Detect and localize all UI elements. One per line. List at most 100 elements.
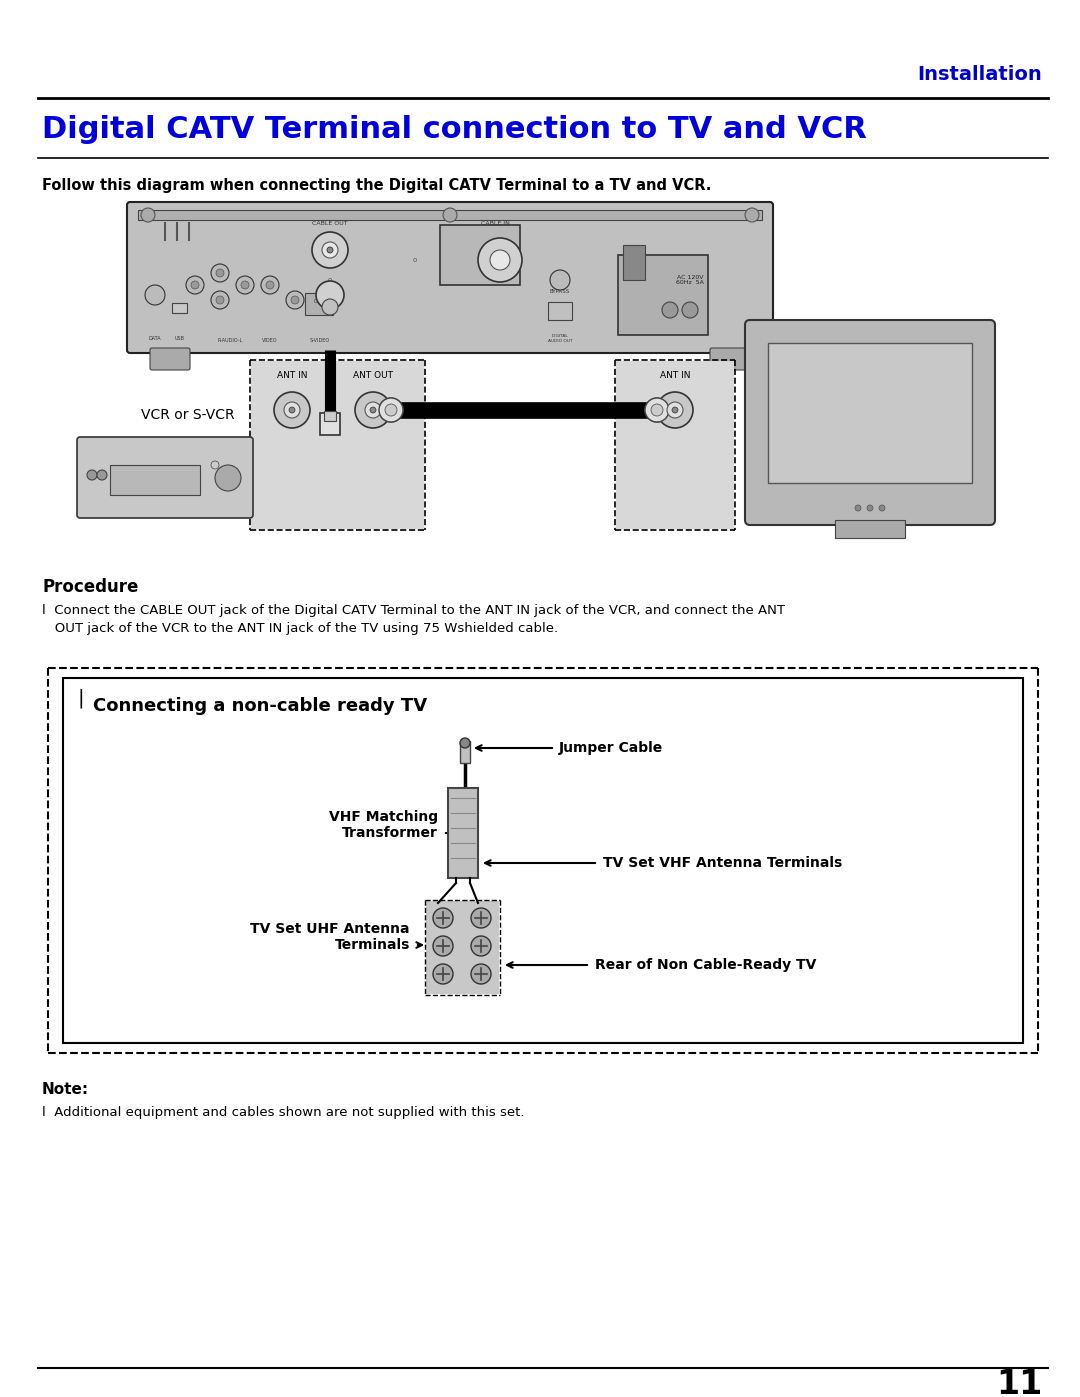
Circle shape [211, 461, 219, 469]
Bar [440, 225, 519, 285]
Text: USB: USB [175, 337, 185, 341]
Circle shape [191, 281, 199, 289]
Circle shape [241, 281, 249, 289]
Circle shape [291, 296, 299, 305]
Text: R-AUDIO-L: R-AUDIO-L [217, 338, 243, 344]
Circle shape [681, 302, 698, 319]
Circle shape [379, 398, 403, 422]
Circle shape [433, 936, 453, 956]
Circle shape [211, 291, 229, 309]
Circle shape [316, 281, 345, 309]
Circle shape [651, 404, 663, 416]
Text: BYPASS: BYPASS [550, 289, 570, 293]
Circle shape [97, 469, 107, 481]
Bar [172, 303, 187, 313]
Text: 11: 11 [996, 1369, 1042, 1397]
Text: AC 120V
60Hz  5A: AC 120V 60Hz 5A [676, 275, 704, 285]
Text: DATA: DATA [149, 337, 161, 341]
Text: VCR or S-VCR: VCR or S-VCR [141, 408, 235, 422]
Circle shape [645, 398, 669, 422]
Circle shape [87, 469, 97, 481]
Bar [460, 740, 470, 763]
Circle shape [284, 402, 300, 418]
Circle shape [745, 208, 759, 222]
FancyBboxPatch shape [745, 320, 995, 525]
Text: Jumper Cable: Jumper Cable [559, 740, 663, 754]
Circle shape [384, 404, 397, 416]
Bar [426, 901, 499, 995]
Circle shape [327, 247, 333, 253]
Text: OUT2: OUT2 [319, 286, 332, 291]
Text: VHF Matching
Transformer: VHF Matching Transformer [329, 810, 438, 840]
Circle shape [443, 208, 457, 222]
Text: ANT IN: ANT IN [660, 370, 690, 380]
Bar [448, 788, 478, 877]
Circle shape [384, 404, 397, 416]
Circle shape [286, 291, 303, 309]
Circle shape [145, 285, 165, 305]
Bar [110, 465, 200, 495]
Circle shape [433, 908, 453, 928]
Text: o: o [328, 277, 333, 284]
Bar [623, 244, 645, 279]
Text: TV Set UHF Antenna
Terminals: TV Set UHF Antenna Terminals [251, 922, 410, 953]
Circle shape [365, 402, 381, 418]
Text: Connecting a non-cable ready TV: Connecting a non-cable ready TV [93, 697, 427, 715]
Circle shape [855, 504, 861, 511]
Circle shape [460, 738, 470, 747]
Circle shape [237, 277, 254, 293]
Bar [320, 414, 340, 434]
Circle shape [216, 296, 224, 305]
Bar [324, 411, 336, 420]
Bar [616, 360, 734, 529]
Circle shape [312, 232, 348, 268]
Circle shape [651, 404, 663, 416]
Bar [768, 344, 972, 483]
Circle shape [550, 270, 570, 291]
Text: TV: TV [810, 324, 829, 339]
FancyBboxPatch shape [127, 203, 773, 353]
Text: OUT jack of the VCR to the ANT IN jack of the TV using 75 Wshielded cable.: OUT jack of the VCR to the ANT IN jack o… [42, 622, 558, 636]
Circle shape [672, 407, 678, 414]
Text: Digital CATV Terminal connection to TV and VCR: Digital CATV Terminal connection to TV a… [42, 116, 867, 144]
Text: TV Set VHF Antenna Terminals: TV Set VHF Antenna Terminals [603, 856, 842, 870]
Circle shape [215, 465, 241, 490]
Text: l  Connect the CABLE OUT jack of the Digital CATV Terminal to the ANT IN jack of: l Connect the CABLE OUT jack of the Digi… [42, 604, 785, 617]
Circle shape [322, 242, 338, 258]
Circle shape [322, 299, 338, 314]
Text: ANT IN: ANT IN [276, 370, 307, 380]
FancyBboxPatch shape [77, 437, 253, 518]
Text: o: o [413, 257, 417, 263]
Text: Note:: Note: [42, 1083, 90, 1097]
Circle shape [433, 964, 453, 983]
Bar [618, 256, 708, 335]
Circle shape [379, 398, 403, 422]
Circle shape [261, 277, 279, 293]
Circle shape [645, 398, 669, 422]
Text: |: | [78, 687, 84, 707]
Text: DIGITAL
AUDIO OUT: DIGITAL AUDIO OUT [548, 334, 572, 344]
Bar [251, 360, 424, 529]
Circle shape [370, 407, 376, 414]
Circle shape [657, 393, 693, 427]
Circle shape [211, 264, 229, 282]
Text: Follow this diagram when connecting the Digital CATV Terminal to a TV and VCR.: Follow this diagram when connecting the … [42, 177, 712, 193]
Text: S-VIDEO: S-VIDEO [310, 338, 330, 344]
Bar [305, 293, 333, 314]
Bar [138, 210, 762, 219]
Bar [63, 678, 1023, 1044]
Circle shape [355, 393, 391, 427]
Bar [835, 520, 905, 538]
Circle shape [216, 270, 224, 277]
Bar [548, 302, 572, 320]
Circle shape [867, 504, 873, 511]
Circle shape [471, 964, 491, 983]
Circle shape [662, 302, 678, 319]
Text: l  Additional equipment and cables shown are not supplied with this set.: l Additional equipment and cables shown … [42, 1106, 525, 1119]
Circle shape [471, 908, 491, 928]
FancyBboxPatch shape [150, 348, 190, 370]
Circle shape [186, 277, 204, 293]
Circle shape [471, 936, 491, 956]
Circle shape [141, 208, 156, 222]
Text: CABLE IN: CABLE IN [481, 221, 510, 226]
